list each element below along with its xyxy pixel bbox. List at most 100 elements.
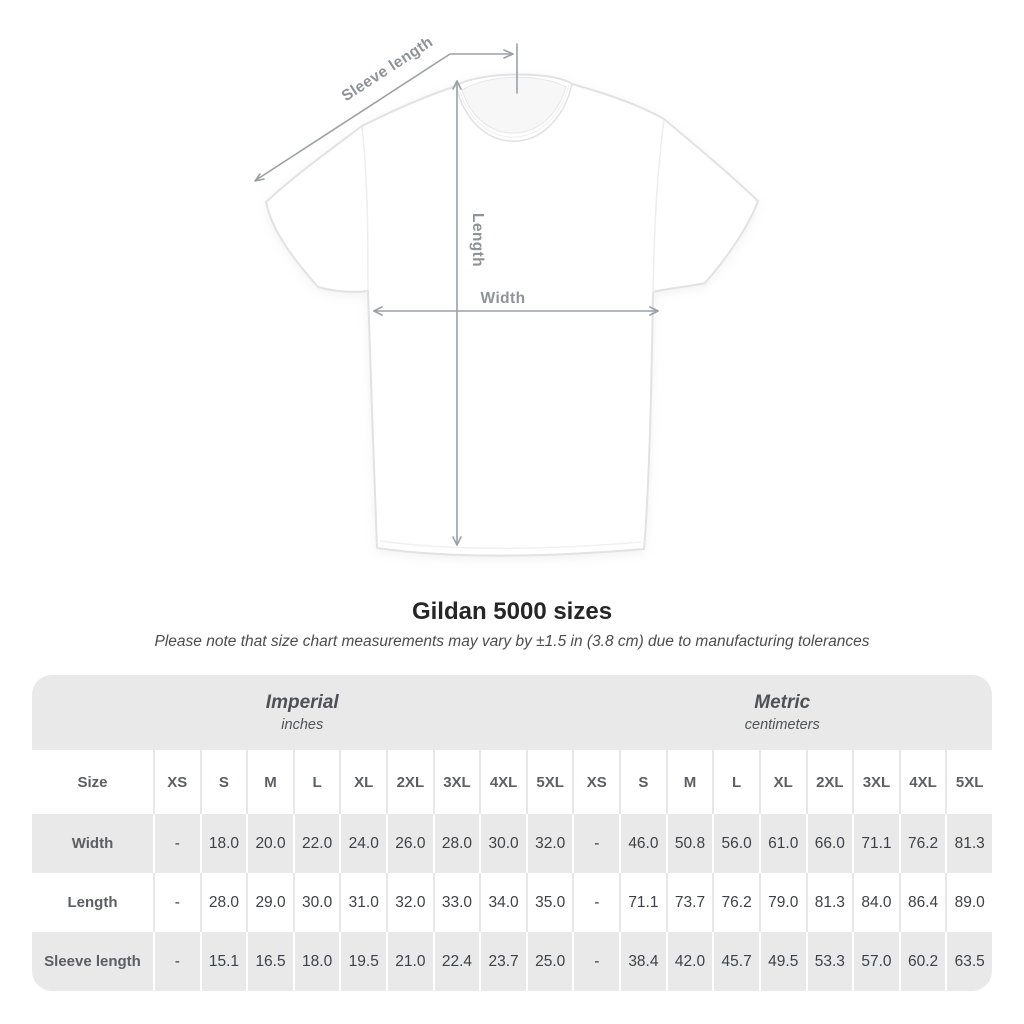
row-label: Length xyxy=(32,873,153,932)
measurement-value: 21.0 xyxy=(386,932,433,991)
size-table-body: Width -18.0 20.0 22.0 24.0 26.0 28.0 30.0 32.0-4… xyxy=(32,814,992,991)
measurement-value: 71.1 xyxy=(852,814,899,873)
measurement-value: 81.3 xyxy=(945,814,992,873)
measurement-value: 84.0 xyxy=(852,873,899,932)
measurement-value: 79.0 xyxy=(758,873,806,932)
size-header: 3XL xyxy=(852,750,899,814)
measurement-value: 38.4 xyxy=(619,932,666,991)
measurement-value: 31.0 xyxy=(339,873,387,932)
measurement-value: 45.7 xyxy=(712,932,759,991)
tolerance-note: Please note that size chart measurements… xyxy=(154,633,870,650)
measurement-value: 49.5 xyxy=(758,932,806,991)
measurement-value: 76.2 xyxy=(898,814,946,873)
tshirt-shape xyxy=(265,73,759,557)
measurement-value: 22.4 xyxy=(432,932,480,991)
left-sleeve-seam xyxy=(361,126,369,291)
size-header: XS xyxy=(572,750,620,814)
collar-opening xyxy=(461,76,567,134)
width-arrow xyxy=(373,306,659,316)
measurement-value: 57.0 xyxy=(852,932,899,991)
collar-rib-inner xyxy=(458,84,570,138)
size-header: 4XL xyxy=(898,750,946,814)
measurement-value: 23.7 xyxy=(479,932,526,991)
measurement-value: 63.5 xyxy=(945,932,992,991)
measurement-value: 32.0 xyxy=(525,814,573,873)
measurement-value: 56.0 xyxy=(712,814,759,873)
measurement-value: 46.0 xyxy=(619,814,666,873)
size-header: 3XL xyxy=(432,750,480,814)
measurement-value: 22.0 xyxy=(292,814,340,873)
size-header: L xyxy=(292,750,340,814)
measurement-value: 73.7 xyxy=(665,873,713,932)
measurement-value: 16.5 xyxy=(246,932,293,991)
unit-band-row: Imperial inches Metric centimeters xyxy=(32,675,992,750)
width-label: Width xyxy=(481,290,526,307)
measurement-value: 20.0 xyxy=(246,814,293,873)
measurement-value: 30.0 xyxy=(479,814,526,873)
metric-unit-header: Metric centimeters xyxy=(572,675,992,750)
measurement-value: 24.0 xyxy=(339,814,387,873)
measurement-row: Width -18.0 20.0 22.0 24.0 26.0 28.0 30.0 32.0-4… xyxy=(32,814,992,873)
measurement-value: 15.1 xyxy=(199,932,247,991)
measurement-value: 76.2 xyxy=(712,873,759,932)
size-header: 5XL xyxy=(945,750,992,814)
measurement-value: 53.3 xyxy=(805,932,853,991)
imperial-unit-label: inches xyxy=(281,716,324,733)
size-header: S xyxy=(619,750,666,814)
size-header: 2XL xyxy=(386,750,433,814)
tshirt-diagram: Sleeve length Length Width xyxy=(254,33,759,557)
measurement-value: - xyxy=(153,932,200,991)
hem-shadow xyxy=(379,540,642,550)
measurement-value: 25.0 xyxy=(525,932,573,991)
measurement-value: 61.0 xyxy=(758,814,806,873)
size-chart: Imperial inches Metric centimeters Size X… xyxy=(32,675,992,991)
measurement-value: 28.0 xyxy=(432,814,480,873)
imperial-unit-header: Imperial inches xyxy=(32,675,573,750)
measurement-value: 26.0 xyxy=(386,814,433,873)
size-header-row: Size XS S M L XL 2XL 3XL 4XL 5XL XS S M L XL 2XL 3XL 4XL 5… xyxy=(32,750,992,814)
measurement-value: 35.0 xyxy=(525,873,573,932)
measurement-row: Sleeve length -15.1 16.5 18.0 19.5 21.0 22.4 23… xyxy=(32,932,992,991)
measurement-value: 42.0 xyxy=(665,932,713,991)
size-header: M xyxy=(246,750,293,814)
row-label: Sleeve length xyxy=(32,932,153,991)
measurement-value: 60.2 xyxy=(898,932,946,991)
measurement-value: 30.0 xyxy=(292,873,340,932)
size-header: L xyxy=(712,750,759,814)
metric-label: Metric xyxy=(754,691,811,713)
measurement-value: 71.1 xyxy=(619,873,666,932)
measurement-value: 66.0 xyxy=(805,814,853,873)
size-header: S xyxy=(199,750,247,814)
size-column-header: Size xyxy=(32,750,153,814)
measurement-value: 18.0 xyxy=(199,814,247,873)
length-label: Length xyxy=(469,213,486,267)
measurement-value: - xyxy=(153,873,200,932)
measurement-value: - xyxy=(572,932,620,991)
measurement-row: Length -28.0 29.0 30.0 31.0 32.0 33.0 34.0 35.0-… xyxy=(32,873,992,932)
length-arrow xyxy=(452,80,462,546)
measurement-value: 89.0 xyxy=(945,873,992,932)
measurement-value: - xyxy=(572,814,620,873)
size-header: XL xyxy=(758,750,806,814)
page-title: Gildan 5000 sizes xyxy=(411,598,613,625)
measurement-value: 18.0 xyxy=(292,932,340,991)
size-table: Imperial inches Metric centimeters Size X… xyxy=(32,675,992,991)
sleeve-length-arrow xyxy=(254,49,514,182)
measurement-value: 29.0 xyxy=(246,873,293,932)
measurement-value: 81.3 xyxy=(805,873,853,932)
measurement-value: 19.5 xyxy=(339,932,387,991)
measurement-value: 32.0 xyxy=(386,873,433,932)
size-header: 4XL xyxy=(479,750,526,814)
measurement-value: - xyxy=(153,814,200,873)
size-header: XS xyxy=(153,750,200,814)
size-header: 5XL xyxy=(525,750,573,814)
size-header: 2XL xyxy=(805,750,853,814)
measurement-value: 34.0 xyxy=(479,873,526,932)
size-header: M xyxy=(665,750,713,814)
size-header: XL xyxy=(339,750,387,814)
measurement-value: - xyxy=(572,873,620,932)
collar-rib-outer xyxy=(455,83,573,142)
measurement-value: 28.0 xyxy=(199,873,247,932)
right-sleeve-seam xyxy=(652,119,665,293)
